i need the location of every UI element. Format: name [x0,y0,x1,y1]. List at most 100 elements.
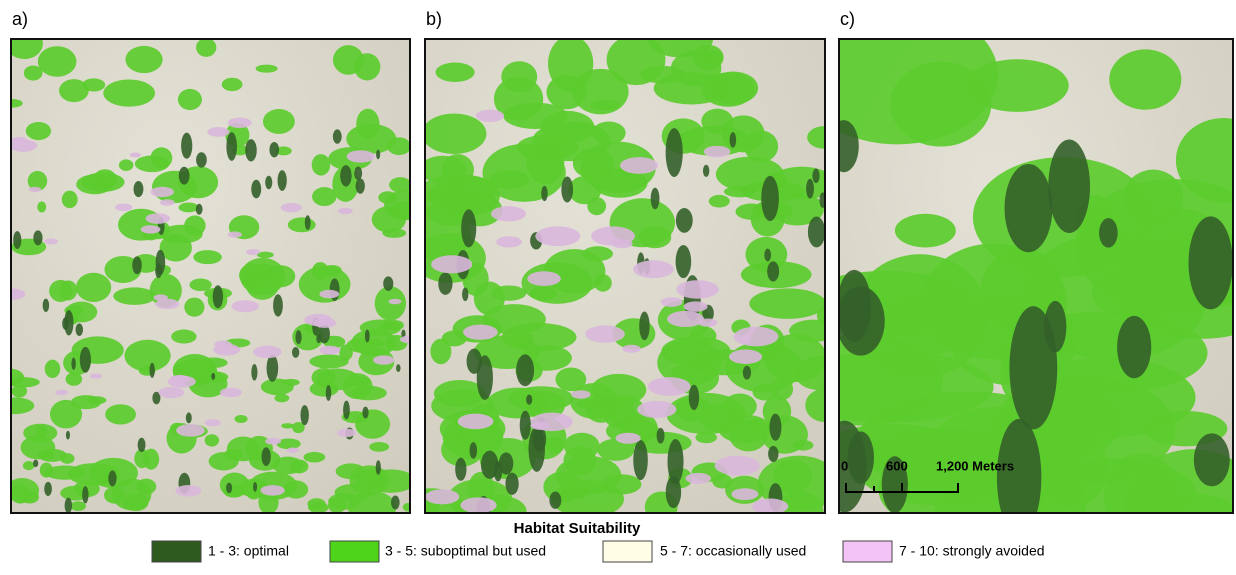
avoided-area [491,206,526,221]
suitable-area [72,336,124,364]
suitable-area [123,493,148,511]
optimal-area [213,285,223,308]
legend-label: 1 - 3: optimal [208,543,289,559]
suitable-area [38,46,77,76]
avoided-area [729,349,762,363]
optimal-area [196,204,203,215]
suitable-area [171,330,196,344]
optimal-area [396,364,400,372]
avoided-area [684,301,708,311]
suitable-area [274,394,289,402]
optimal-area [438,272,452,294]
suitable-area [387,137,411,155]
legend-swatch [843,541,892,562]
optimal-area [278,170,287,191]
optimal-area [730,132,737,148]
optimal-area [179,167,190,185]
suitable-area [355,409,390,438]
suitable-area [369,442,389,452]
avoided-area [389,299,402,305]
suitable-area [50,400,82,428]
avoided-area [715,456,760,476]
avoided-area [141,225,161,234]
avoided-area [115,204,132,212]
suitable-area [103,79,155,106]
avoided-area [150,187,174,197]
avoided-area [253,346,282,358]
optimal-area [639,311,649,340]
avoided-area [260,485,284,496]
scale-label: 0 [841,458,848,473]
optimal-area [461,209,476,247]
suitable-area [152,171,197,203]
optimal-area [76,323,83,336]
suitable-area [351,329,396,356]
optimal-area [829,120,859,172]
optimal-area [155,264,162,278]
optimal-area [767,261,779,281]
suitable-area [76,273,111,302]
suitable-area [23,424,57,442]
suitable-area [124,340,170,372]
optimal-area [633,440,648,480]
suitable-area [263,109,295,134]
suitable-area [545,437,565,453]
optimal-area [455,458,466,481]
suitable-area [564,433,600,460]
suitable-area [93,169,117,189]
suitable-area [491,285,526,300]
optimal-area [362,407,368,419]
optimal-area [267,355,279,382]
optimal-area [265,176,272,189]
optimal-area [80,347,91,373]
panel-label: b) [426,9,442,29]
avoided-area [175,485,201,496]
suitable-area [87,396,106,404]
legend-swatch [603,541,652,562]
avoided-area [155,299,179,309]
suitable-area [26,122,51,140]
optimal-area [505,473,518,495]
suitable-area [82,78,105,91]
optimal-area [1048,139,1090,233]
figure: a) b) c) 0 600 1,200 Meters Habitat Suit… [0,0,1236,570]
map-panel [781,5,1236,570]
suitable-area [119,159,134,170]
optimal-area [65,498,72,514]
optimal-area [541,186,547,201]
avoided-area [661,297,683,307]
suitable-area [312,187,336,206]
optimal-area [365,330,370,343]
suitable-area [240,258,285,295]
optimal-area [316,334,321,344]
optimal-area [245,139,257,161]
avoided-area [400,336,417,344]
suitable-area [422,113,487,154]
avoided-area [460,497,496,513]
suitable-area [105,404,136,424]
suitable-area [639,226,672,248]
suitable-area [384,320,404,330]
avoided-area [571,390,590,398]
suitable-area [701,109,733,134]
avoided-area [612,239,632,248]
avoided-area [686,473,711,484]
avoided-area [667,311,704,327]
suitable-area [587,197,606,215]
suitable-area [762,415,808,453]
suitable-area [281,423,294,428]
optimal-area [516,354,534,386]
optimal-area [997,419,1041,536]
optimal-area [305,215,311,230]
optimal-area [561,177,573,203]
suitable-area [333,45,364,75]
suitable-area [532,122,611,162]
suitable-area [12,385,28,398]
optimal-area [761,176,779,221]
avoided-area [704,146,730,158]
avoided-area [265,438,281,445]
avoided-area [620,157,658,174]
suitable-area [336,463,366,479]
avoided-area [29,187,41,192]
optimal-area [273,294,283,316]
